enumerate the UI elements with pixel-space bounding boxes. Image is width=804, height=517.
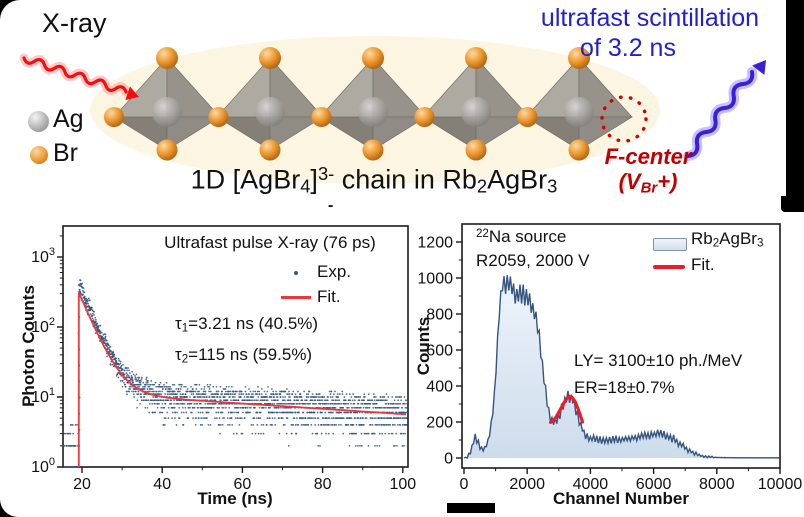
- ag-atom: [461, 97, 491, 127]
- br-sphere-icon: [30, 146, 48, 164]
- spectrum-legend-sample: Rb2AgBr3: [691, 229, 763, 250]
- br-atom: [466, 140, 487, 161]
- br-atom: [312, 107, 332, 127]
- br-atom: [259, 47, 281, 69]
- decay-plot: [62, 279, 408, 468]
- stray-dash-mark: -: [328, 197, 333, 215]
- ag-legend-label: Ag: [53, 105, 84, 134]
- br-atom: [362, 47, 384, 69]
- br-atom: [209, 107, 229, 127]
- ag-atom: [358, 97, 388, 127]
- energy-resolution-annotation: ER=18±0.7%: [574, 378, 675, 398]
- fcenter-label-line2: (VBr+): [563, 169, 733, 196]
- scintillation-label-line1: ultrafast scintillation: [500, 4, 800, 33]
- scintillation-label-line2: of 3.2 ns: [513, 34, 743, 63]
- black-strip-foot: [781, 196, 804, 212]
- svg-text:100: 100: [31, 456, 55, 476]
- spectrum-y-axis-title: Counts: [414, 246, 434, 446]
- light-yield-annotation: LY= 3100±10 ph./MeV: [574, 351, 742, 371]
- graphical-abstract-figure: 1001011021032040608010002004006008001000…: [0, 0, 804, 517]
- spectrum-detector-label: R2059, 2000 V: [476, 251, 589, 271]
- ag-atom: [255, 97, 285, 127]
- fcenter-label-line1: F-center: [563, 144, 733, 170]
- fit-line-marker-icon: [281, 296, 311, 299]
- svg-text:0: 0: [460, 476, 469, 493]
- black-strip: [786, 0, 804, 206]
- scintillation-arrow-icon: [688, 60, 766, 156]
- spectrum-legend-fit: Fit.: [691, 255, 715, 275]
- br-atom: [518, 107, 538, 127]
- br-atom: [156, 47, 178, 69]
- ag-atom: [564, 97, 594, 127]
- tau1-annotation: τ1=3.21 ns (40.5%): [175, 314, 318, 335]
- ag-atom: [152, 97, 182, 127]
- exp-scatter-series: [62, 279, 408, 468]
- decay-plot-title: Ultrafast pulse X-ray (76 ps): [125, 233, 415, 253]
- ag-sphere-icon: [28, 111, 49, 132]
- svg-text:20: 20: [73, 476, 91, 493]
- br-atom: [465, 47, 487, 69]
- decay-legend-exp: Exp.: [317, 262, 351, 282]
- decay-x-axis-title: Time (ns): [135, 489, 335, 509]
- svg-text:100: 100: [389, 476, 416, 493]
- spectrum-x-axis-title: Channel Number: [521, 489, 721, 509]
- spectrum-fit-marker-icon: [653, 265, 685, 269]
- exp-dot-marker-icon: [294, 271, 298, 275]
- br-atom: [363, 140, 384, 161]
- figure-canvas: 1001011021032040608010002004006008001000…: [0, 0, 804, 517]
- br-atom: [415, 107, 435, 127]
- br-atom: [260, 140, 281, 161]
- br-atom: [157, 140, 178, 161]
- spectrum-source-label: 22Na source: [476, 227, 566, 247]
- redaction-bar: [447, 503, 495, 513]
- decay-y-axis-title: Photon Counts: [19, 246, 39, 446]
- br-atom: [104, 107, 124, 127]
- sample-area-marker-icon: [653, 238, 687, 251]
- svg-text:10000: 10000: [758, 476, 803, 493]
- decay-legend-fit: Fit.: [317, 287, 341, 307]
- xray-label: X-ray: [42, 8, 107, 39]
- svg-text:0: 0: [444, 451, 453, 468]
- tau2-annotation: τ2=115 ns (59.5%): [175, 345, 312, 366]
